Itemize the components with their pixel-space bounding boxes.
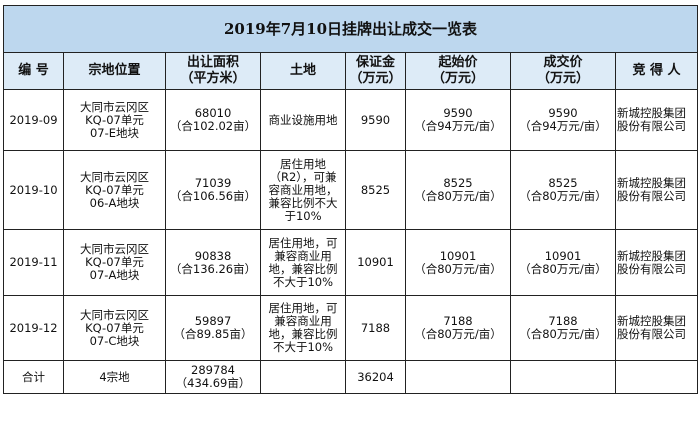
header-start-price: 起始价 （万元） xyxy=(405,52,511,90)
cell-deal-price: 10901 （合80万元/亩） xyxy=(510,229,616,296)
cell-deposit: 10901 xyxy=(345,229,406,296)
header-deal-price: 成交价 （万元） xyxy=(510,52,616,90)
total-winner xyxy=(614,360,699,394)
cell-winner: 新城控股集团 股份有限公司 xyxy=(614,295,699,361)
table-row: 2019-10 大同市云冈区 KQ-07单元 06-A地块 71039 （合106.… xyxy=(3,150,699,230)
cell-location: 大同市云冈区 KQ-07单元 07-E地块 xyxy=(63,89,166,151)
cell-deposit: 8525 xyxy=(345,150,406,230)
total-start-price xyxy=(405,360,511,394)
cell-deal-price: 9590 （合94万元/亩） xyxy=(510,89,616,151)
cell-start-price: 9590 （合94万元/亩） xyxy=(405,89,511,151)
table-row: 2019-09 大同市云冈区 KQ-07单元 07-E地块 68010 （合102.… xyxy=(3,89,699,151)
title-row: 2019年7月10日挂牌出让成交一览表 xyxy=(2,5,699,53)
header-id: 编 号 xyxy=(3,52,64,90)
cell-location: 大同市云冈区 KQ-07单元 07-C地块 xyxy=(63,295,166,361)
cell-deal-price: 7188 （合80万元/亩） xyxy=(510,295,616,361)
table-row: 2019-11 大同市云冈区 KQ-07单元 07-A地块 90838 （合136.… xyxy=(3,229,699,296)
cell-location: 大同市云冈区 KQ-07单元 07-A地块 xyxy=(63,229,166,296)
cell-deal-price: 8525 （合80万元/亩） xyxy=(510,150,616,230)
total-deposit: 36204 xyxy=(345,360,406,394)
cell-id: 2019-10 xyxy=(3,150,64,230)
total-row: 合计 4宗地 289784 （434.69亩） 36204 xyxy=(3,360,699,394)
cell-winner: 新城控股集团 股份有限公司 xyxy=(614,150,699,230)
cell-land: 居住用地 （R2），可兼 容商业用地， 兼容比例不大 于10% xyxy=(260,150,346,230)
table-title: 2019年7月10日挂牌出让成交一览表 xyxy=(2,5,699,53)
cell-winner: 新城控股集团 股份有限公司 xyxy=(614,89,699,151)
header-winner: 竞 得 人 xyxy=(614,52,699,90)
cell-deposit: 9590 xyxy=(345,89,406,151)
total-area: 289784 （434.69亩） xyxy=(165,360,261,394)
total-land xyxy=(260,360,346,394)
cell-area: 59897 （合89.85亩） xyxy=(165,295,261,361)
header-land: 土地 xyxy=(260,52,346,90)
cell-area: 90838 （合136.26亩） xyxy=(165,229,261,296)
total-label: 合计 xyxy=(3,360,64,394)
cell-location: 大同市云冈区 KQ-07单元 06-A地块 xyxy=(63,150,166,230)
cell-deposit: 7188 xyxy=(345,295,406,361)
land-transfer-table: 2019年7月10日挂牌出让成交一览表 编 号 宗地位置 出让面积 （平方米） … xyxy=(2,5,699,394)
cell-id: 2019-12 xyxy=(3,295,64,361)
total-deal-price xyxy=(510,360,616,394)
header-row: 编 号 宗地位置 出让面积 （平方米） 土地 保证金 （万元） 起始价 （万元）… xyxy=(3,52,699,90)
cell-land: 商业设施用地 xyxy=(260,89,346,151)
cell-land: 居住用地，可 兼容商业用 地，兼容比例 不大于10% xyxy=(260,229,346,296)
cell-start-price: 10901 （合80万元/亩） xyxy=(405,229,511,296)
cell-area: 71039 （合106.56亩） xyxy=(165,150,261,230)
total-location: 4宗地 xyxy=(63,360,166,394)
header-area: 出让面积 （平方米） xyxy=(165,52,261,90)
cell-start-price: 7188 （合80万元/亩） xyxy=(405,295,511,361)
header-deposit: 保证金 （万元） xyxy=(345,52,406,90)
cell-winner: 新城控股集团 股份有限公司 xyxy=(614,229,699,296)
cell-id: 2019-09 xyxy=(3,89,64,151)
table-row: 2019-12 大同市云冈区 KQ-07单元 07-C地块 59897 （合89.8… xyxy=(3,295,699,361)
header-location: 宗地位置 xyxy=(63,52,166,90)
cell-start-price: 8525 （合80万元/亩） xyxy=(405,150,511,230)
cell-area: 68010 （合102.02亩） xyxy=(165,89,261,151)
cell-id: 2019-11 xyxy=(3,229,64,296)
cell-land: 居住用地，可 兼容商业用 地，兼容比例 不大于10% xyxy=(260,295,346,361)
